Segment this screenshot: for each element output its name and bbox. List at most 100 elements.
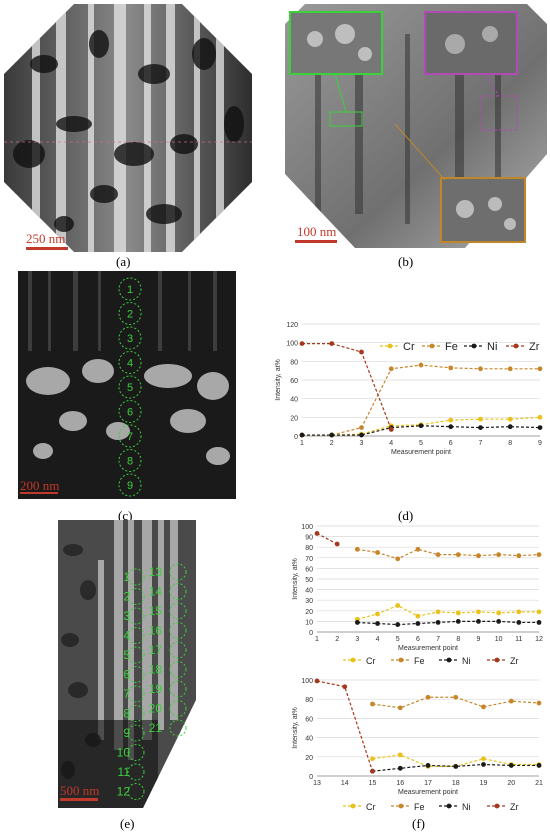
data-point-zr (299, 341, 305, 346)
series-line-zr (316, 532, 338, 545)
measure-label-e: 7 (123, 687, 130, 701)
measure-label-c: 9 (127, 480, 133, 492)
data-point-ni (453, 764, 459, 769)
legend-label: Cr (366, 656, 376, 666)
caption-f: (f) (412, 816, 425, 831)
caption-b: (b) (398, 254, 414, 269)
x-tick-label: 18 (452, 780, 460, 787)
data-point-fe (425, 694, 431, 700)
data-point-ni (476, 619, 481, 624)
x-axis-label: Measurement point (398, 645, 458, 652)
measure-circle-e (127, 607, 145, 625)
x-axis-label: Measurement point (398, 789, 458, 796)
data-point-fe (496, 552, 502, 558)
measure-circle-c (118, 302, 142, 325)
micrograph-b: 100 nm (285, 4, 547, 248)
data-point-ni (354, 620, 360, 625)
data-point-zr (314, 531, 320, 536)
data-point-fe (415, 546, 421, 552)
y-axis-label: Intensity, at% (275, 359, 282, 401)
measure-circle-e (169, 622, 187, 639)
x-tick-label: 12 (535, 636, 543, 643)
legend-marker (446, 803, 452, 809)
legend-label: Ni (487, 341, 497, 353)
measure-circle-e (127, 646, 145, 664)
data-point-cr (370, 756, 375, 762)
data-point-zr (370, 768, 375, 774)
legend-label: Cr (403, 341, 415, 353)
y-tick-label: 100 (301, 524, 313, 531)
data-point-fe (455, 552, 461, 558)
measure-circle-e (169, 583, 187, 600)
scalebar-label-a: 250 nm (26, 231, 65, 246)
data-point-ni (481, 762, 486, 767)
legend-marker (494, 803, 500, 809)
caption-c: (c) (118, 508, 133, 523)
data-point-ni (507, 424, 513, 430)
x-tick-label: 7 (436, 636, 440, 643)
measure-circle-e (169, 563, 187, 581)
data-point-ni (448, 424, 454, 430)
measure-circle-e (127, 627, 145, 644)
measure-label-c: 3 (127, 333, 133, 345)
y-tick-label: 100 (286, 341, 298, 348)
data-point-fe (359, 425, 364, 430)
y-tick-label: 60 (305, 716, 313, 723)
data-point-cr (516, 609, 522, 615)
data-point-cr (537, 414, 543, 420)
measure-label-e: 2 (123, 590, 130, 604)
measure-label-e: 20 (149, 702, 163, 716)
caption-e: (e) (120, 816, 135, 831)
y-axis-label: Intensity, at% (292, 707, 299, 749)
measure-label-c: 1 (127, 284, 133, 296)
data-point-fe (435, 552, 441, 558)
series-line-ni (357, 620, 539, 626)
data-point-zr (342, 684, 348, 690)
x-tick-label: 7 (479, 440, 483, 447)
y-tick-label: 120 (286, 322, 298, 329)
data-point-fe (507, 366, 513, 372)
measure-label-e: 5 (123, 648, 130, 662)
measure-label-e: 16 (149, 624, 163, 638)
data-point-ni (359, 432, 364, 438)
measure-label-e: 14 (149, 585, 163, 599)
x-tick-label: 14 (341, 780, 349, 787)
legend-marker (387, 343, 393, 349)
legend-label: Fe (414, 802, 425, 812)
data-point-ni (395, 622, 401, 627)
series-line-zr (302, 343, 392, 430)
data-point-ni (435, 620, 441, 625)
y-tick-label: 0 (294, 434, 298, 441)
x-tick-label: 21 (535, 780, 543, 787)
series-line-zr (316, 680, 374, 772)
x-tick-label: 4 (389, 440, 393, 447)
data-point-fe (537, 366, 543, 372)
data-point-ni (537, 425, 543, 430)
data-point-zr (334, 541, 340, 547)
y-tick-label: 80 (305, 697, 313, 704)
data-point-ni (375, 621, 380, 626)
data-point-ni (516, 620, 522, 625)
data-point-zr (359, 349, 364, 355)
x-tick-label: 9 (477, 636, 481, 643)
y-tick-label: 90 (305, 535, 313, 542)
x-tick-label: 3 (355, 636, 359, 643)
y-tick-label: 100 (301, 678, 313, 685)
x-tick-label: 13 (313, 780, 321, 787)
x-tick-label: 2 (335, 636, 339, 643)
data-point-fe (397, 705, 403, 711)
data-point-cr (448, 417, 454, 423)
x-tick-label: 2 (330, 440, 334, 447)
legend-marker (471, 343, 477, 349)
data-point-fe (536, 700, 542, 706)
data-point-cr (536, 609, 542, 615)
caption-d: (d) (398, 508, 414, 523)
y-tick-label: 20 (305, 609, 313, 616)
y-tick-label: 20 (305, 755, 313, 762)
x-tick-label: 20 (507, 780, 515, 787)
legend-label: Zr (529, 341, 540, 353)
measure-label-e: 6 (123, 668, 130, 682)
x-tick-label: 1 (300, 440, 304, 447)
data-point-cr (415, 613, 421, 619)
x-tick-label: 5 (396, 636, 400, 643)
